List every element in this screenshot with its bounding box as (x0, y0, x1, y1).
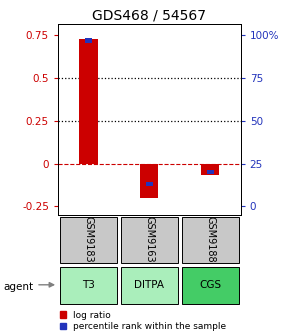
Text: DITPA: DITPA (134, 280, 164, 290)
Bar (79, 39, 97, 164)
Text: GSM9183: GSM9183 (84, 216, 93, 262)
Bar (60, 217, 117, 263)
Bar (146, 182, 153, 186)
Text: CGS: CGS (199, 280, 221, 290)
Text: GSM9188: GSM9188 (205, 216, 215, 262)
Bar (121, 217, 178, 263)
Bar (121, 267, 178, 304)
Text: T3: T3 (82, 280, 95, 290)
Bar (206, 170, 214, 174)
Bar (85, 39, 92, 43)
Bar (182, 217, 239, 263)
Text: GSM9163: GSM9163 (144, 216, 154, 262)
Bar (140, 164, 158, 198)
Bar (182, 267, 239, 304)
Legend: log ratio, percentile rank within the sample: log ratio, percentile rank within the sa… (60, 311, 226, 332)
Bar (201, 164, 219, 175)
Text: agent: agent (3, 282, 33, 292)
Bar (60, 267, 117, 304)
Title: GDS468 / 54567: GDS468 / 54567 (92, 8, 206, 23)
